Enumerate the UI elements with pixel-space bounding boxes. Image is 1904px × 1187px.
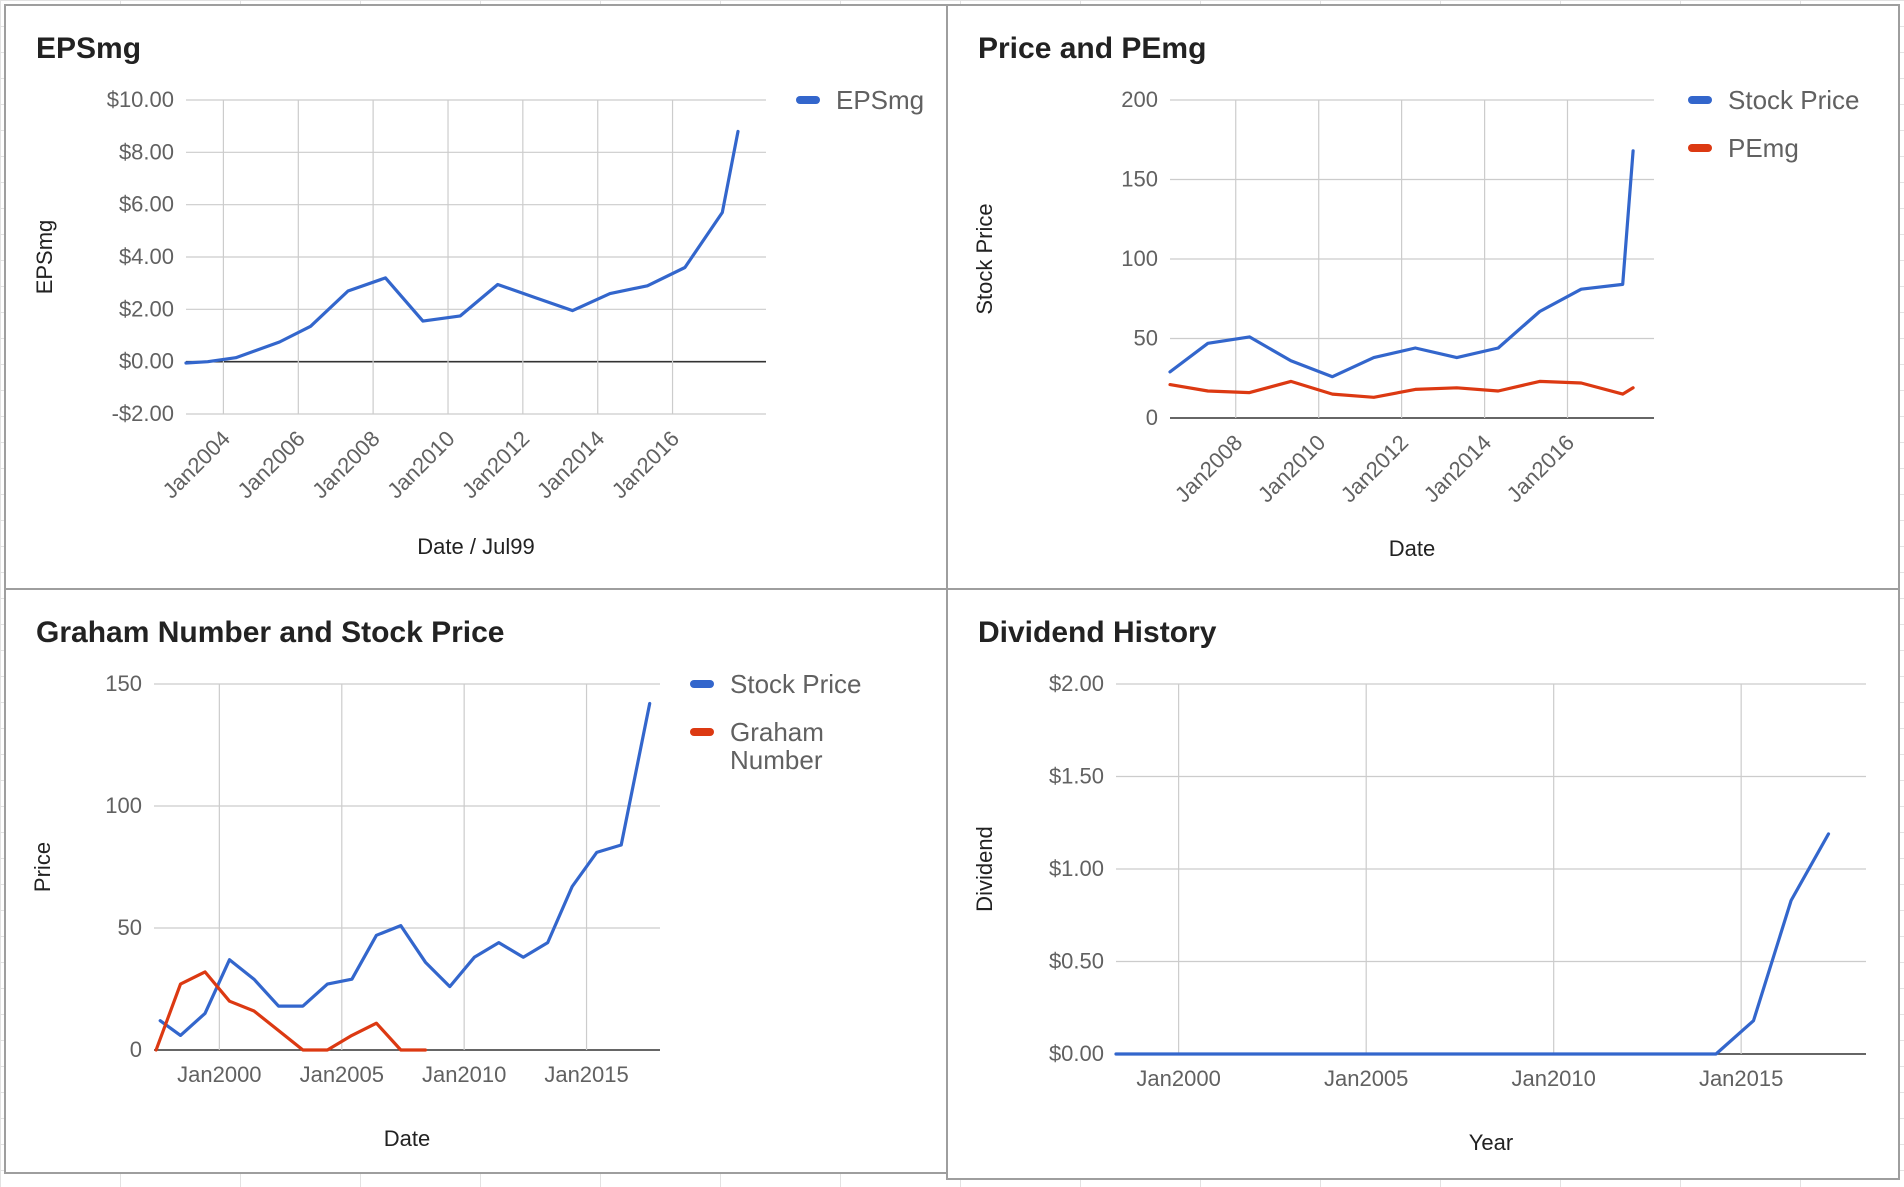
y-tick-label: 100 [105, 793, 142, 818]
series-line[interactable] [1168, 149, 1635, 379]
chart-panel-graham[interactable]: Graham Number and Stock Price 0 50 100 150 J… [4, 588, 948, 1174]
y-tick-label: $8.00 [119, 139, 174, 164]
series-line[interactable] [158, 701, 652, 1037]
chart-svg-dividend: $0.00 $0.50 $1.00 $1.50 $2.00 Jan2000 Jan2005 J… [972, 671, 1866, 1155]
x-tick-label: Jan2015 [1699, 1066, 1783, 1091]
x-tick-label: Jan2012 [457, 426, 534, 503]
legend-swatch [690, 728, 714, 736]
legend-swatch [1688, 96, 1712, 104]
y-tick-label: $1.50 [1049, 764, 1104, 789]
chart-title: EPSmg [36, 32, 142, 65]
chart-title: Price and PEmg [978, 32, 1207, 65]
x-tick-label: Jan2005 [300, 1062, 384, 1087]
chart-title: Graham Number and Stock Price [36, 616, 505, 649]
series-line[interactable] [154, 970, 427, 1052]
y-axis-label: Price [30, 842, 55, 892]
y-axis-label: EPSmg [32, 220, 57, 295]
legend-label: EPSmg [836, 85, 924, 115]
x-tick-label: Jan2008 [1170, 430, 1247, 507]
y-tick-label: $4.00 [119, 244, 174, 269]
y-tick-label: 50 [1134, 326, 1158, 351]
y-tick-label: $0.00 [119, 349, 174, 374]
legend-label: Stock Price [730, 669, 862, 699]
x-tick-label: Jan2010 [382, 426, 459, 503]
series-line[interactable] [184, 129, 740, 365]
y-tick-label: 0 [130, 1037, 142, 1062]
legend-label: Graham Number [730, 717, 824, 775]
x-tick-label: Jan2014 [1419, 430, 1496, 507]
x-axis-label: Year [1469, 1130, 1513, 1155]
y-tick-label: $1.00 [1049, 856, 1104, 881]
series-line[interactable] [1168, 379, 1635, 399]
chart-panel-epsmg[interactable]: EPSmg -$2.00 $0.00 $2.00 $4.00 $6.00 $8.00 $10… [4, 4, 948, 590]
x-tick-label: Jan2016 [1502, 430, 1579, 507]
legend-swatch [796, 96, 820, 104]
x-tick-label: Jan2010 [1253, 430, 1330, 507]
y-tick-label: 0 [1146, 405, 1158, 430]
chart-panel-dividend[interactable]: Dividend History $0.00 $0.50 $1.00 $1.50 $2.… [946, 588, 1900, 1180]
x-tick-label: Jan2004 [158, 426, 235, 503]
x-tick-label: Jan2010 [422, 1062, 506, 1087]
x-tick-label: Jan2010 [1511, 1066, 1595, 1091]
y-tick-label: 200 [1121, 87, 1158, 112]
x-tick-label: Jan2015 [544, 1062, 628, 1087]
x-tick-label: Jan2000 [177, 1062, 261, 1087]
y-axis-label: Dividend [972, 826, 997, 912]
y-axis-label: Stock Price [972, 203, 997, 314]
x-tick-label: Jan2014 [532, 426, 609, 503]
chart-svg-price-pemg: 0 50 100 150 200 Jan2008 Jan2010 Jan2012 Jan2014… [972, 85, 1860, 561]
x-tick-label: Jan2016 [607, 426, 684, 503]
x-tick-label: Jan2012 [1336, 430, 1413, 507]
y-tick-label: $2.00 [1049, 671, 1104, 696]
x-axis-label: Date [384, 1126, 430, 1151]
y-tick-label: $2.00 [119, 296, 174, 321]
y-tick-label: -$2.00 [112, 401, 174, 426]
chart-svg-epsmg: -$2.00 $0.00 $2.00 $4.00 $6.00 $8.00 $10.00 Jan… [32, 85, 924, 559]
y-tick-label: 100 [1121, 246, 1158, 271]
y-tick-label: $0.00 [1049, 1041, 1104, 1066]
series-line[interactable] [1114, 832, 1831, 1056]
x-axis-label: Date [1389, 536, 1435, 561]
y-tick-label: $0.50 [1049, 949, 1104, 974]
y-tick-label: $6.00 [119, 192, 174, 217]
x-tick-label: Jan2006 [232, 426, 309, 503]
chart-title: Dividend History [978, 616, 1217, 649]
y-tick-label: 50 [118, 915, 142, 940]
x-tick-label: Jan2005 [1324, 1066, 1408, 1091]
x-tick-label: Jan2008 [307, 426, 384, 503]
y-tick-label: 150 [1121, 167, 1158, 192]
y-tick-label: $10.00 [107, 87, 174, 112]
chart-panel-price-pemg[interactable]: Price and PEmg 0 50 100 150 200 Jan2008 Jan201… [946, 4, 1900, 590]
legend-swatch [690, 680, 714, 688]
legend-label: Stock Price [1728, 85, 1860, 115]
x-tick-label: Jan2000 [1136, 1066, 1220, 1091]
chart-svg-graham: 0 50 100 150 Jan2000 Jan2005 Jan2010 Jan2015 Dat… [30, 669, 862, 1151]
y-tick-label: 150 [105, 671, 142, 696]
legend-label: PEmg [1728, 133, 1799, 163]
legend-swatch [1688, 144, 1712, 152]
x-axis-label: Date / Jul99 [417, 534, 534, 559]
